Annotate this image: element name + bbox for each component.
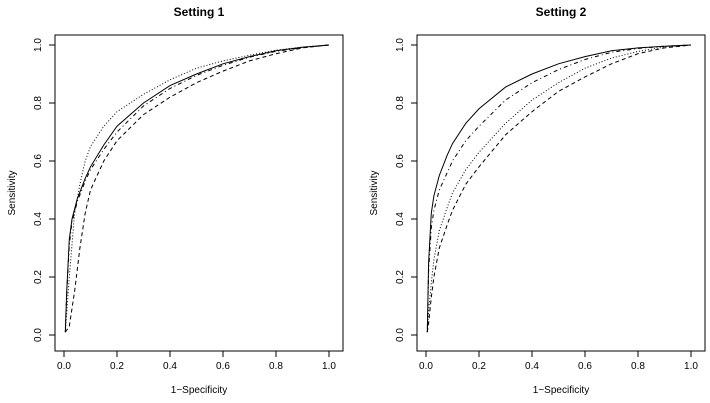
roc-curve-solid	[64, 44, 330, 333]
x-tick-label: 0.0	[419, 361, 433, 372]
y-tick-label: 0.8	[33, 96, 44, 110]
y-tick-label: 0.2	[33, 270, 44, 284]
y-tick-label: 0.2	[395, 270, 406, 284]
y-tick-label: 0.0	[395, 328, 406, 342]
x-tick-label: 0.6	[216, 361, 230, 372]
x-tick-label: 1.0	[322, 361, 336, 372]
y-tick-label: 1.0	[395, 38, 406, 52]
roc-curve-solid	[426, 44, 692, 333]
x-tick-label: 0.2	[110, 361, 124, 372]
x-tick-label: 0.0	[57, 361, 71, 372]
y-tick-label: 1.0	[33, 38, 44, 52]
y-axis-label: Sensitivity	[369, 170, 380, 215]
y-tick-label: 0.6	[33, 154, 44, 168]
y-tick-label: 0.0	[33, 328, 44, 342]
plot-frame	[54, 34, 344, 352]
plot-frame	[416, 34, 706, 352]
x-tick-label: 0.8	[631, 361, 645, 372]
roc-curve-dotdash	[426, 44, 692, 333]
roc-curve-dotted	[64, 44, 330, 333]
x-axis-label: 1−Specificity	[533, 385, 589, 396]
x-tick-label: 0.4	[525, 361, 539, 372]
x-tick-label: 0.6	[578, 361, 592, 372]
x-tick-label: 1.0	[684, 361, 698, 372]
chart-panel-2: Setting 2 0.0 0.2 0.4 0.6 0.8 1.0 0.0 0.2 0.4 0.6 0…	[369, 5, 706, 396]
chart-title: Setting 2	[536, 5, 587, 19]
roc-curve-dotted	[426, 44, 692, 333]
chart-panel-1: Setting 1 0.0 0.2 0.4 0.6 0.8 1.0 0.0 0.2 0.4 0.6 0…	[7, 5, 344, 396]
x-axis-label: 1−Specificity	[171, 385, 227, 396]
chart-title: Setting 1	[174, 5, 225, 19]
y-tick-label: 0.4	[33, 212, 44, 226]
y-tick-label: 0.4	[395, 212, 406, 226]
y-axis-label: Sensitivity	[7, 170, 18, 215]
roc-curve-dashed	[426, 44, 692, 333]
roc-curve-dashed	[64, 44, 330, 333]
y-tick-label: 0.6	[395, 154, 406, 168]
x-tick-label: 0.2	[472, 361, 486, 372]
x-tick-label: 0.8	[269, 361, 283, 372]
x-tick-label: 0.4	[163, 361, 177, 372]
roc-curve-dotdash	[64, 44, 330, 333]
y-tick-label: 0.8	[395, 96, 406, 110]
